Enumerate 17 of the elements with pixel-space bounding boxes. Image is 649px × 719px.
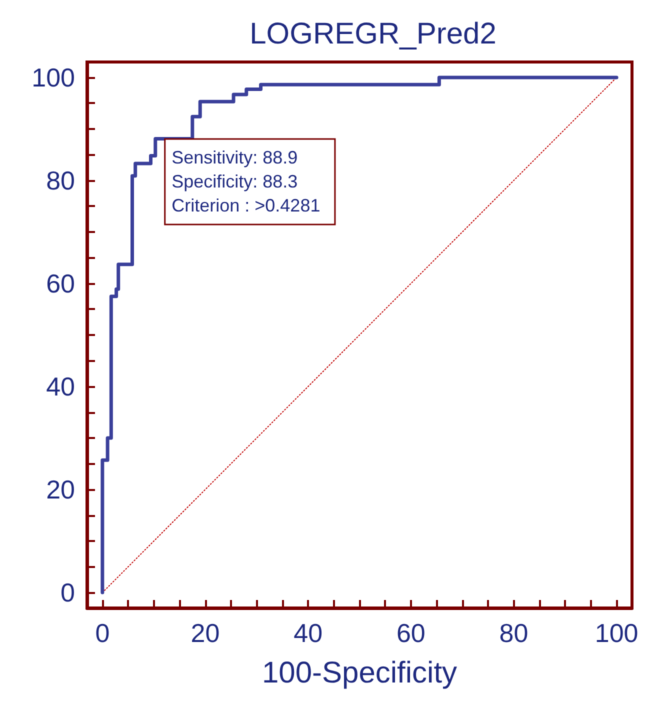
y-tick-label: 80 xyxy=(46,165,75,196)
annotation: Criterion : >0.4281 xyxy=(172,196,320,216)
y-tick-label: 40 xyxy=(46,372,75,402)
x-tick-label: 0 xyxy=(95,618,110,648)
annotation: Specificity: 88.3 xyxy=(172,172,298,192)
x-axis-title: 100-Specificity xyxy=(262,656,458,690)
x-tick-label: 60 xyxy=(396,618,426,648)
y-tick-label: 60 xyxy=(46,268,75,298)
x-tick-label: 80 xyxy=(499,618,528,648)
x-tick-label: 100 xyxy=(594,618,638,648)
x-tick-label: 20 xyxy=(190,618,220,648)
y-tick-label: 100 xyxy=(32,62,75,92)
chart-title: LOGREGR_Pred2 xyxy=(250,18,496,50)
y-tick-label: 0 xyxy=(60,578,75,608)
y-tick-label: 20 xyxy=(46,474,75,505)
annotation: Sensitivity: 88.9 xyxy=(172,148,298,168)
x-tick-label: 40 xyxy=(294,618,323,648)
